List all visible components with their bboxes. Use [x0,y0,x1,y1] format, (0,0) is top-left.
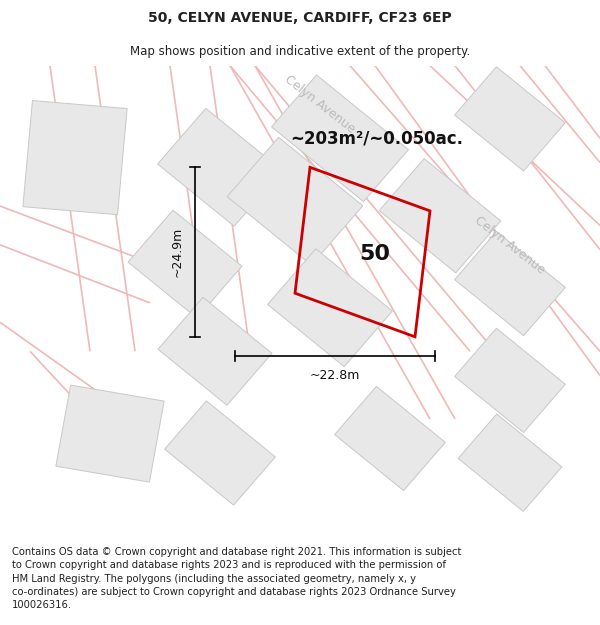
Polygon shape [335,386,445,491]
Polygon shape [455,67,565,171]
Polygon shape [458,414,562,511]
Polygon shape [268,249,392,367]
Text: 50, CELYN AVENUE, CARDIFF, CF23 6EP: 50, CELYN AVENUE, CARDIFF, CF23 6EP [148,11,452,26]
Polygon shape [455,328,565,432]
Polygon shape [128,210,242,318]
Polygon shape [379,159,501,273]
Text: Map shows position and indicative extent of the property.: Map shows position and indicative extent… [130,45,470,58]
Text: 50: 50 [359,244,391,264]
Polygon shape [23,101,127,215]
Polygon shape [227,138,363,265]
Text: Celyn Avenue: Celyn Avenue [472,213,548,276]
Text: ~203m²/~0.050ac.: ~203m²/~0.050ac. [290,129,463,148]
Text: ~22.8m: ~22.8m [310,369,360,382]
Text: Contains OS data © Crown copyright and database right 2021. This information is : Contains OS data © Crown copyright and d… [12,547,461,610]
Polygon shape [164,401,275,505]
Polygon shape [56,385,164,482]
Text: ~24.9m: ~24.9m [170,227,184,277]
Polygon shape [455,231,565,336]
Polygon shape [272,75,409,202]
Polygon shape [158,298,272,405]
Text: Celyn Avenue: Celyn Avenue [282,73,358,136]
Polygon shape [158,108,283,226]
